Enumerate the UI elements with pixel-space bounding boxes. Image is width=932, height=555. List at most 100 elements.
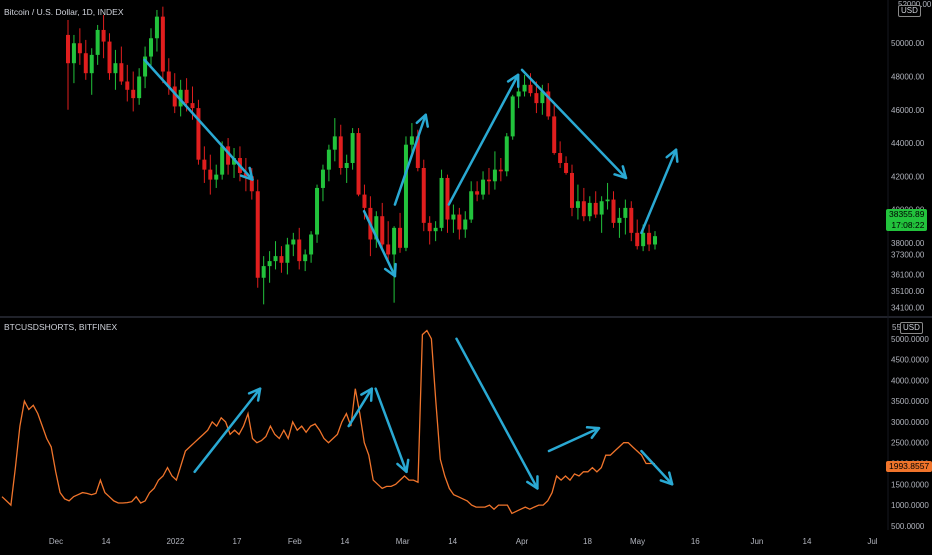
candle-body <box>392 227 397 255</box>
candle-body <box>297 239 302 262</box>
x-tick-label: 14 <box>448 537 457 546</box>
candle-body <box>125 81 130 90</box>
candle-body <box>481 179 486 195</box>
btc-y-tick-label: 46000.00 <box>891 106 925 115</box>
candle-body <box>504 136 509 172</box>
candle-body <box>166 71 171 87</box>
shorts-y-tick-label: 1000.0000 <box>891 501 929 510</box>
shorts-trend-arrow <box>455 337 539 490</box>
candle-body <box>409 136 414 145</box>
candle-body <box>498 169 503 172</box>
candle-body <box>647 232 652 245</box>
candle-body <box>463 219 468 230</box>
shorts-trend-arrow-head <box>247 387 262 402</box>
btc-price-tag: 38355.89 17:08:22 <box>886 209 928 231</box>
shorts-pane-title: BTCUSDSHORTS, BITFINEX <box>4 322 118 332</box>
candle-body <box>439 177 444 228</box>
candle-body <box>575 201 580 208</box>
x-tick-label: 17 <box>233 537 242 546</box>
btc-y-tick-label: 35100.00 <box>891 287 925 296</box>
candle-body <box>309 234 314 255</box>
candle-body <box>564 162 569 173</box>
candle-body <box>160 16 165 72</box>
candle-body <box>315 187 320 235</box>
x-tick-label: 14 <box>803 537 812 546</box>
candle-body <box>95 29 100 55</box>
candle-body <box>587 202 592 217</box>
btc-y-tick-label: 34100.00 <box>891 304 925 313</box>
candle-body <box>338 136 343 168</box>
x-tick-label: May <box>630 537 645 546</box>
candle-body <box>143 56 148 77</box>
candle-body <box>398 227 403 248</box>
btc-currency-label[interactable]: USD <box>898 5 921 17</box>
candle-body <box>380 216 385 245</box>
candle-body <box>516 91 521 97</box>
candle-body <box>172 86 177 107</box>
candle-body <box>558 153 563 163</box>
trend-arrow-head <box>383 262 397 278</box>
candle-body <box>291 239 296 245</box>
trend-arrow-head <box>613 165 628 180</box>
candle-body <box>599 201 604 215</box>
btc-y-tick-label: 44000.00 <box>891 139 925 148</box>
candle-body <box>433 227 438 232</box>
candle-body <box>326 149 331 170</box>
candle-body <box>196 108 201 160</box>
candle-body <box>457 214 462 230</box>
candle-body <box>350 133 355 163</box>
candle-body <box>89 54 94 74</box>
shorts-y-tick-label: 2500.0000 <box>891 439 929 448</box>
x-tick-label: Mar <box>396 537 410 546</box>
candle-body <box>249 176 254 192</box>
candle-body <box>273 256 278 262</box>
x-tick-label: Jul <box>867 537 877 546</box>
candle-body <box>119 63 124 82</box>
shorts-y-tick-label: 4500.0000 <box>891 356 929 365</box>
x-tick-label: 18 <box>583 537 592 546</box>
shorts-line <box>1 329 656 515</box>
shorts-trend-arrow <box>193 387 262 474</box>
shorts-trend-arrow <box>347 387 374 428</box>
x-tick-label: Dec <box>49 537 63 546</box>
btc-y-tick-label: 50000.00 <box>891 39 925 48</box>
shorts-y-tick-label: 1500.0000 <box>891 480 929 489</box>
candle-body <box>214 174 219 180</box>
trend-arrow-head <box>239 166 254 181</box>
candle-body <box>546 91 551 117</box>
trend-arrow <box>143 58 254 181</box>
x-tick-label: 14 <box>340 537 349 546</box>
trend-arrow <box>362 209 397 278</box>
candle-body <box>486 179 491 182</box>
x-tick-label: 2022 <box>166 537 184 546</box>
trend-arrow <box>640 148 678 235</box>
btc-price-value: 38355.89 <box>889 209 925 219</box>
x-tick-label: Apr <box>516 537 529 546</box>
btc-y-tick-label: 37300.00 <box>891 250 925 259</box>
shorts-y-tick-label: 3000.0000 <box>891 418 929 427</box>
shorts-value-tag: 1993.8557 <box>886 461 932 472</box>
shorts-currency-label[interactable]: USD <box>900 322 923 334</box>
candle-body <box>131 89 136 99</box>
candle-body <box>528 84 533 94</box>
btc-y-tick-label: 36100.00 <box>891 270 925 279</box>
candle-body <box>605 199 610 202</box>
candle-body <box>344 162 349 168</box>
trend-arrow-head <box>415 113 429 128</box>
btc-y-tick-label: 42000.00 <box>891 172 925 181</box>
candle-body <box>154 16 159 39</box>
candle-body <box>617 217 622 223</box>
candle-body <box>137 76 142 99</box>
shorts-trend-arrow <box>374 387 408 474</box>
x-tick-label: 14 <box>102 537 111 546</box>
candle-body <box>285 244 290 263</box>
candle-body <box>66 34 70 64</box>
candle-body <box>635 232 640 247</box>
candle-body <box>510 96 515 137</box>
candle-body <box>303 254 308 262</box>
candle-body <box>267 261 272 267</box>
candle-body <box>226 146 231 165</box>
candle-body <box>113 63 118 74</box>
